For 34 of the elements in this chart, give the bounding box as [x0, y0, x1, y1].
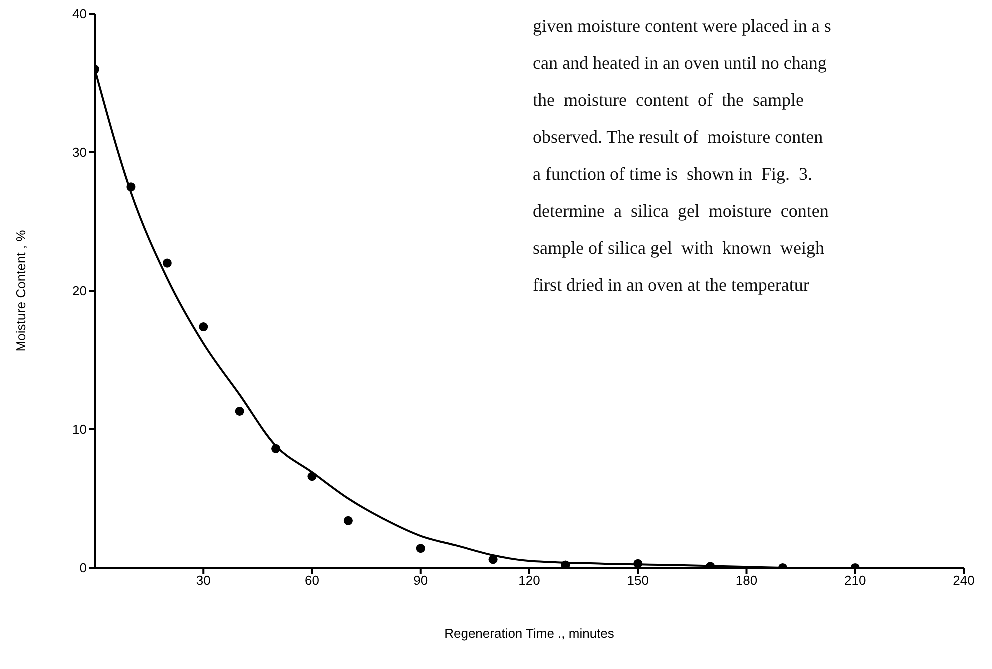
- point: [488, 555, 498, 564]
- point: [162, 258, 172, 268]
- x-tick-label: 240: [953, 573, 975, 588]
- point: [634, 559, 643, 568]
- y-axis-title: Moisture Content , %: [14, 230, 29, 352]
- x-axis-title: Regeneration Time ., minutes: [444, 626, 615, 641]
- annotation: a function of time is shown in Fig. 3.: [533, 163, 814, 186]
- annotation: first dried in an oven at the temperatur: [533, 274, 810, 297]
- point: [344, 516, 353, 526]
- point: [272, 444, 281, 454]
- annotation: the moisture content of the sample: [533, 89, 805, 112]
- x-tick-label: 120: [518, 573, 540, 588]
- x-tick-label: 210: [844, 573, 866, 588]
- x-tick-label: 30: [196, 573, 211, 588]
- x-tick-label: 180: [736, 573, 758, 588]
- point: [416, 544, 426, 554]
- annotation: given moisture content were placed in a s: [533, 15, 832, 38]
- annotation: observed. The result of moisture conten: [533, 126, 824, 149]
- y-tick-label: 0: [80, 560, 87, 576]
- y-tick-label: 30: [72, 145, 87, 160]
- x-tick-label: 150: [627, 573, 649, 588]
- annotation: determine a silica gel moisture conten: [533, 200, 830, 223]
- point: [308, 472, 317, 482]
- y-tick-label: 20: [72, 284, 87, 299]
- point: [235, 406, 244, 416]
- point: [126, 182, 136, 192]
- y-tick-label: 10: [72, 422, 87, 438]
- point: [561, 560, 570, 568]
- point: [199, 322, 208, 332]
- x-tick-label: 90: [414, 573, 428, 588]
- annotation: can and heated in an oven until no chang: [533, 52, 828, 75]
- y-tick-label: 40: [72, 6, 87, 22]
- x-tick-label: 60: [305, 573, 320, 588]
- annotation: sample of silica gel with known weigh: [533, 237, 826, 260]
